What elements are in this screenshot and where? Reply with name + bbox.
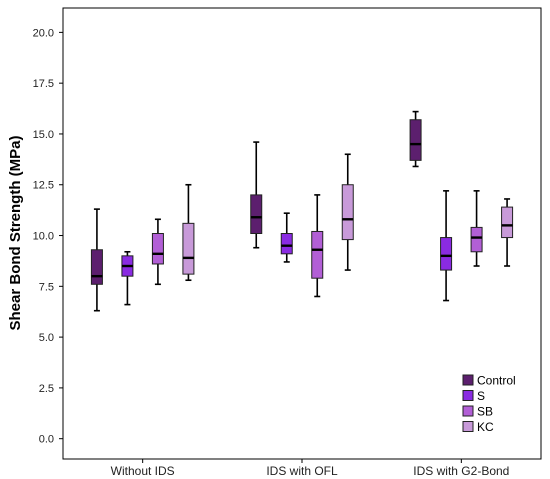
legend-label-kc: KC [477,420,494,434]
y-axis: 0.0 2.5 5.0 7.5 10.0 12.5 15.0 17.5 20.0 [33,27,63,446]
box-control-2 [409,110,422,168]
box-sb-0 [151,218,164,286]
iqr-box [280,233,293,255]
x-axis: Without IDS IDS with OFL IDS with G2-Bond [111,459,509,478]
iqr-box [409,119,422,161]
iqr-box [151,233,164,265]
box-s-1 [280,212,293,263]
iqr-box [470,226,483,253]
y-tick-label: 2.5 [39,383,54,395]
plot-area [62,7,542,460]
legend-swatch-kc [462,421,474,432]
y-tick-label: 0.0 [39,434,54,446]
y-tick-label: 7.5 [39,281,54,293]
legend-label-sb: SB [477,405,493,419]
box-series [90,110,514,312]
iqr-box [250,194,263,234]
y-tick-label: 12.5 [33,180,54,192]
iqr-box [90,249,103,285]
iqr-box [440,237,453,271]
box-control-1 [250,141,263,249]
box-sb-2 [470,190,483,267]
y-tick-label: 15.0 [33,129,54,141]
iqr-box [311,230,324,279]
y-axis-title: Shear Bond Strength (MPa) [7,135,24,330]
iqr-box [501,206,514,239]
y-tick-label: 20.0 [33,27,54,39]
box-kc-2 [501,198,514,267]
legend-label-s: S [477,389,485,403]
box-s-0 [121,250,134,306]
legend-label-control: Control [477,374,516,388]
box-control-0 [90,208,103,312]
y-tick-label: 10.0 [33,231,54,243]
box-kc-1 [341,153,354,271]
x-tick-label: IDS with OFL [266,464,338,478]
legend-swatch-s [462,390,474,401]
box-sb-1 [311,194,324,298]
iqr-box [182,222,195,275]
legend-swatch-control [462,374,474,386]
iqr-box [341,184,354,241]
x-tick-label: IDS with G2-Bond [413,464,509,478]
box-s-2 [440,190,453,302]
box-kc-0 [182,183,195,282]
legend-swatch-sb [462,405,474,417]
y-tick-label: 5.0 [39,332,54,344]
x-tick-label: Without IDS [111,464,175,478]
y-tick-label: 17.5 [33,78,54,90]
